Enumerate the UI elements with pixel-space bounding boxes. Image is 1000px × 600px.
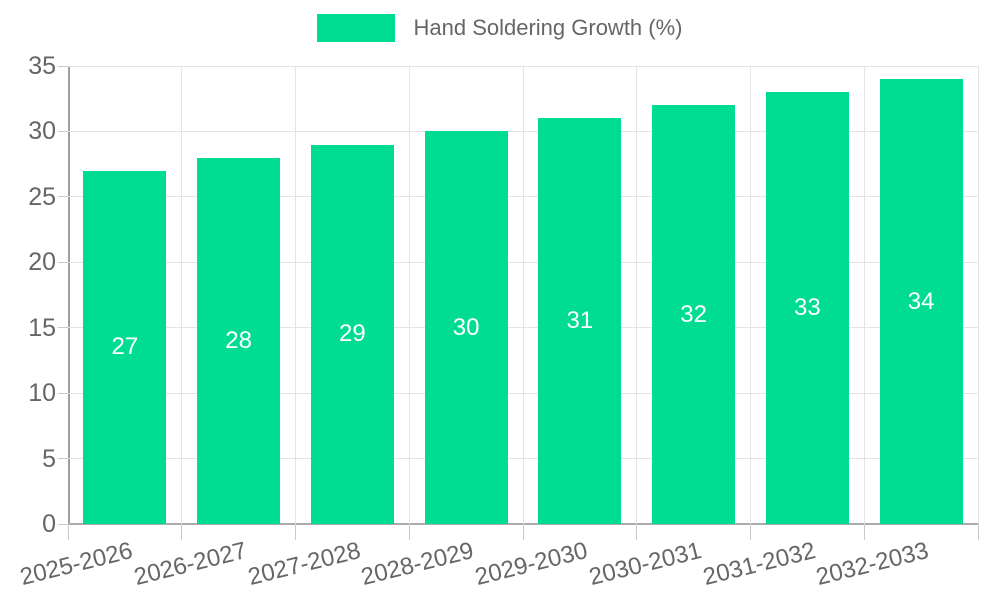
x-tick-mark xyxy=(522,524,524,540)
x-tick-mark xyxy=(636,524,638,540)
gridline-vertical xyxy=(522,66,524,524)
legend-swatch xyxy=(317,14,396,42)
gridline-vertical xyxy=(977,66,979,524)
bar-2026-2027[interactable]: 28 xyxy=(197,157,281,524)
x-axis-tick-label: 2030-2031 xyxy=(586,537,705,591)
legend-label: Hand Soldering Growth (%) xyxy=(413,15,683,40)
x-tick-mark xyxy=(67,524,69,540)
gridline-vertical xyxy=(863,66,865,524)
x-axis-tick-label: 2026-2027 xyxy=(131,537,250,591)
x-axis-tick-label: 2029-2030 xyxy=(472,537,591,591)
x-tick-mark xyxy=(181,524,183,540)
y-axis-tick-label: 20 xyxy=(28,248,56,277)
y-tick-mark xyxy=(58,327,68,329)
x-tick-mark xyxy=(863,524,865,540)
y-axis-tick-label: 25 xyxy=(28,182,56,211)
gridline-vertical xyxy=(408,66,410,524)
x-tick-mark xyxy=(408,524,410,540)
x-axis-tick-label: 2027-2028 xyxy=(245,537,363,591)
gridline-vertical xyxy=(636,66,638,524)
bar-value-label: 30 xyxy=(452,313,480,341)
gridline-vertical xyxy=(181,66,183,524)
bar-2025-2026[interactable]: 27 xyxy=(83,170,167,524)
x-axis-tick-label: 2031-2032 xyxy=(700,537,818,591)
x-tick-mark xyxy=(977,524,979,540)
bar-value-label: 31 xyxy=(566,307,594,335)
gridline-vertical xyxy=(295,66,296,524)
y-axis-tick-label: 30 xyxy=(28,117,56,146)
x-axis-tick-label: 2028-2029 xyxy=(358,537,477,591)
y-tick-mark xyxy=(58,65,68,67)
legend: Hand Soldering Growth (%) xyxy=(0,14,1000,42)
y-axis-tick-label: 0 xyxy=(42,510,56,538)
y-tick-mark xyxy=(58,261,68,263)
y-tick-mark xyxy=(58,130,68,132)
bar-2028-2029[interactable]: 30 xyxy=(424,131,508,524)
bar-2027-2028[interactable]: 29 xyxy=(310,144,394,524)
bar-value-label: 27 xyxy=(111,333,139,361)
bar-value-label: 34 xyxy=(907,287,935,315)
plot-area: 27 28 29 30 31 32 33 34 xyxy=(68,65,979,524)
x-axis-tick-label: 2032-2033 xyxy=(813,537,932,591)
y-tick-mark xyxy=(58,196,68,198)
y-tick-mark xyxy=(58,458,68,460)
bar-2030-2031[interactable]: 32 xyxy=(652,105,736,524)
y-axis-tick-label: 15 xyxy=(28,313,56,342)
bar-value-label: 32 xyxy=(680,300,707,328)
x-tick-mark xyxy=(295,524,296,540)
bar-value-label: 29 xyxy=(339,320,366,348)
bar-value-label: 28 xyxy=(225,326,252,354)
bar-2032-2033[interactable]: 34 xyxy=(879,79,963,524)
y-axis-tick-label: 5 xyxy=(42,444,56,473)
x-axis-tick-label: 2025-2026 xyxy=(17,537,136,591)
x-tick-mark xyxy=(750,524,751,540)
y-axis-line xyxy=(68,66,70,524)
y-axis-tick-label: 35 xyxy=(28,52,56,80)
gridline-vertical xyxy=(750,66,751,524)
y-axis-tick-label: 10 xyxy=(28,379,56,408)
bar-2029-2030[interactable]: 31 xyxy=(538,118,622,524)
y-tick-mark xyxy=(58,392,68,394)
bar-2031-2032[interactable]: 33 xyxy=(765,92,849,524)
legend-item[interactable]: Hand Soldering Growth (%) xyxy=(317,14,683,42)
y-tick-mark xyxy=(58,523,68,525)
bar-value-label: 33 xyxy=(794,294,821,322)
